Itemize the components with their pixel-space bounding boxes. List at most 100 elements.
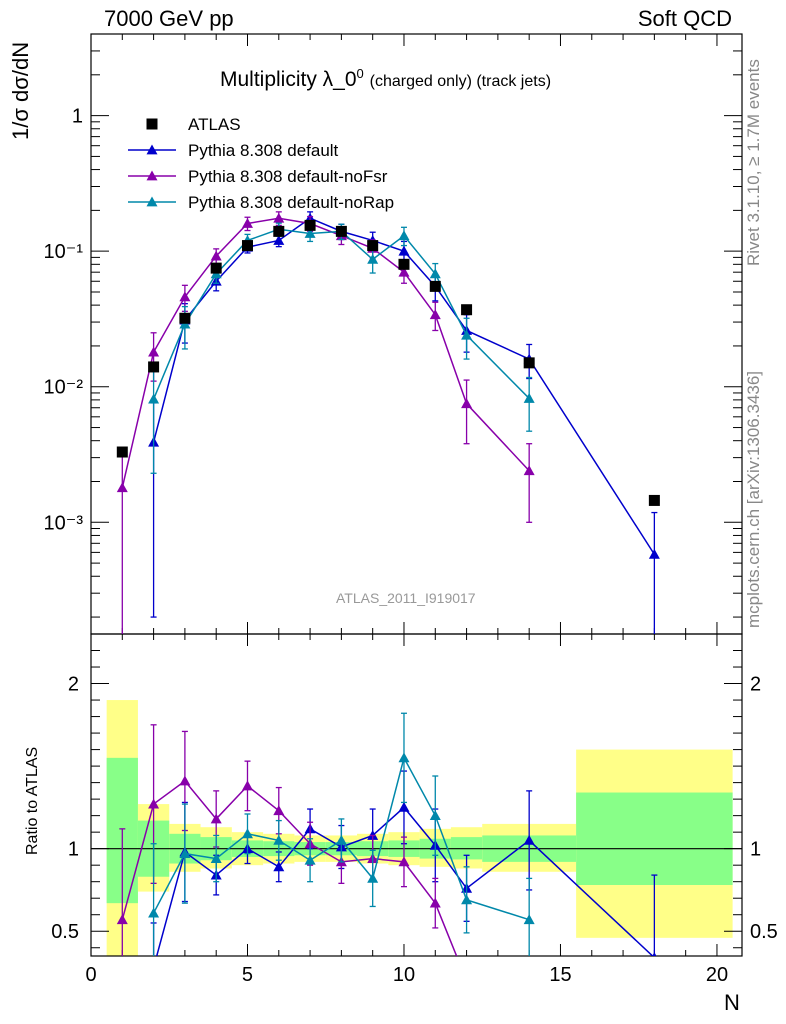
main-point-9	[398, 266, 410, 277]
main-y-tick-label-3: 1	[72, 106, 83, 128]
ratio-point-0	[148, 907, 160, 918]
ratio-point-9	[398, 856, 410, 867]
main-y-axis-label: 1/σ dσ/dN	[8, 41, 33, 140]
ratio-point-4	[241, 780, 253, 791]
ratio-y-axis-label: Ratio to ATLAS	[24, 746, 41, 855]
main-point-3	[210, 262, 222, 274]
green-band-13	[576, 792, 733, 885]
legend-marker-2	[146, 170, 158, 181]
legend-label-1: Pythia 8.308 default	[188, 141, 339, 160]
ratio-series-pythia-8-308-default-norap	[148, 712, 535, 956]
mcplots-reference-label: mcplots.cern.ch [arXiv:1306.3436]	[744, 370, 763, 628]
main-y-tick-label-2: 10⁻¹	[44, 241, 84, 263]
ratio-point-10	[429, 897, 441, 908]
x-tick-label-0: 0	[85, 964, 96, 986]
legend-label-2: Pythia 8.308 default-noFsr	[188, 167, 388, 186]
plot-title-main: Multiplicity λ_0	[220, 68, 357, 91]
ratio-y-tick-label-left-0.5: 0.5	[51, 921, 79, 943]
main-point-4	[273, 234, 285, 245]
main-point-5	[273, 225, 285, 237]
ratio-point-9	[429, 810, 441, 821]
ratio-line-pythia-8-308-default-nofsr	[121, 779, 458, 956]
ratio-point-1	[148, 798, 160, 809]
main-point-4	[241, 240, 253, 252]
ratio-point-2	[210, 853, 222, 863]
main-point-11	[461, 398, 473, 409]
legend-marker-1	[146, 144, 158, 155]
ratio-point-5	[304, 854, 316, 865]
ratio-plot-frame	[90, 633, 743, 957]
uncertainty-bands	[106, 700, 733, 956]
ratio-y-tick-label-right-2: 2	[750, 674, 761, 696]
main-point-2	[179, 291, 191, 302]
main-point-7	[335, 225, 347, 237]
category-label: Soft QCD	[637, 6, 732, 31]
main-point-1	[148, 361, 160, 373]
legend-marker-3	[146, 196, 158, 207]
main-y-tick-label-0: 10⁻³	[44, 512, 84, 534]
ratio-point-12	[652, 952, 657, 956]
main-point-12	[648, 548, 660, 559]
main-point-8	[367, 240, 379, 252]
main-point-0	[116, 446, 128, 458]
main-point-10	[429, 309, 441, 320]
main-point-12	[523, 357, 535, 369]
main-point-13	[648, 494, 660, 506]
ratio-y-tick-label-left-2: 2	[68, 674, 79, 696]
legend-marker-0	[146, 118, 158, 130]
main-point-2	[179, 312, 191, 324]
x-tick-label-20: 20	[706, 964, 728, 986]
main-series-pythia-8-308-default-norap	[148, 222, 535, 474]
ratio-point-11	[523, 834, 535, 845]
main-point-8	[398, 230, 410, 241]
plot-title: Multiplicity λ_00 (charged only) (track …	[220, 66, 551, 92]
x-axis-label: N	[724, 990, 740, 1015]
main-point-1	[148, 346, 160, 357]
main-point-11	[461, 304, 473, 316]
ratio-point-1	[179, 848, 191, 859]
ratio-point-0	[116, 914, 128, 925]
main-point-5	[304, 228, 316, 238]
ratio-point-3	[241, 828, 253, 839]
ratio-y-tick-label-right-0.5: 0.5	[750, 921, 778, 943]
main-point-0	[116, 482, 128, 493]
ratio-point-8	[398, 752, 410, 763]
ratio-point-2	[179, 775, 191, 786]
main-point-6	[304, 219, 316, 231]
ratio-line-pythia-8-308-default-norap	[152, 755, 530, 921]
main-line-pythia-8-308-default-nofsr	[121, 217, 530, 488]
main-line-pythia-8-308-default-norap	[152, 228, 530, 400]
main-point-7	[367, 253, 379, 264]
energy-label: 7000 GeV pp	[104, 6, 234, 31]
main-point-10	[429, 280, 441, 292]
legend-label-0: ATLAS	[188, 115, 241, 134]
main-point-9	[429, 268, 441, 279]
legend: ATLAS Pythia 8.308 default Pythia 8.308 de…	[128, 115, 394, 212]
main-point-5	[273, 212, 285, 223]
ratio-point-7	[367, 872, 379, 883]
main-point-9	[398, 258, 410, 270]
main-point-3	[210, 250, 222, 261]
x-tick-label-10: 10	[393, 964, 415, 986]
ratio-y-tick-label-right-1: 1	[750, 839, 761, 861]
ratio-point-0	[148, 962, 159, 972]
main-point-10	[461, 329, 473, 340]
x-tick-label-15: 15	[549, 964, 571, 986]
rivet-version-label: Rivet 3.1.10, ≥ 1.7M events	[744, 59, 763, 266]
ratio-point-8	[398, 801, 410, 812]
x-tick-label-5: 5	[242, 964, 253, 986]
main-y-tick-label-1: 10⁻²	[44, 377, 84, 399]
analysis-id-label: ATLAS_2011_I919017	[336, 590, 476, 606]
ratio-point-4	[273, 861, 285, 872]
main-point-0	[148, 393, 160, 404]
ratio-point-10	[461, 894, 473, 905]
ratio-point-4	[273, 834, 285, 845]
ratio-y-tick-label-left-1: 1	[68, 839, 79, 861]
ratio-point-5	[273, 805, 285, 816]
main-point-11	[523, 392, 535, 403]
main-point-12	[523, 465, 535, 476]
ratio-point-3	[210, 813, 222, 824]
main-series-atlas	[116, 219, 660, 506]
main-point-8	[398, 245, 410, 256]
